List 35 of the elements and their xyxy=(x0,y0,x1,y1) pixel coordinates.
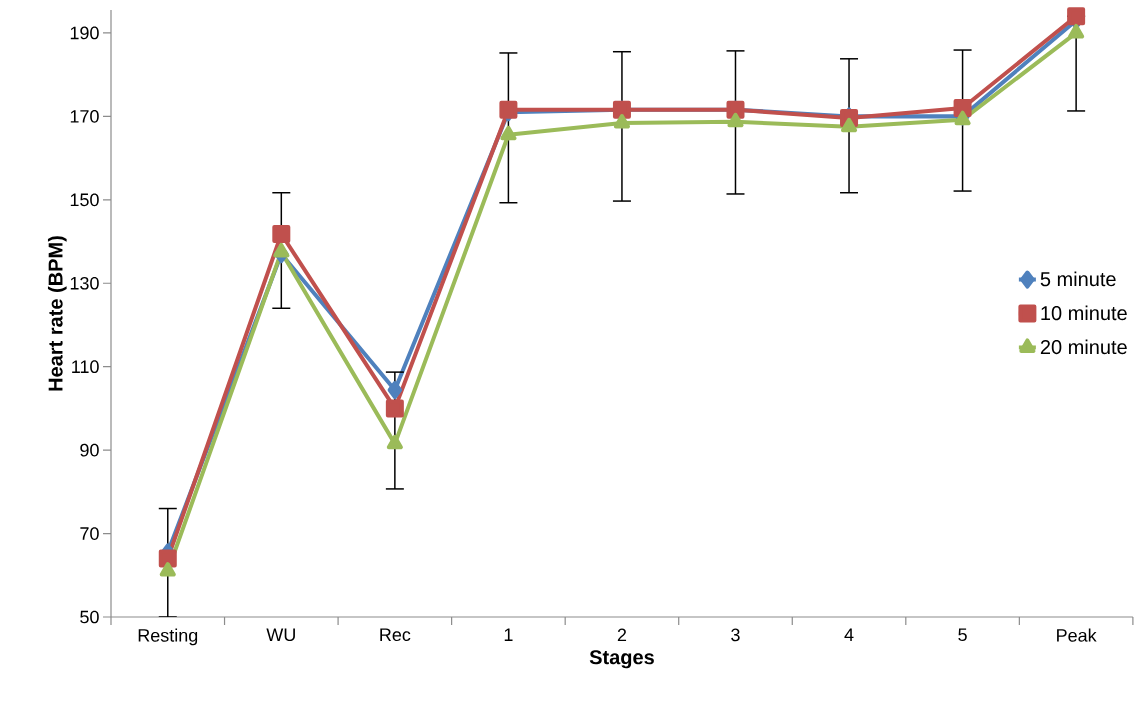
y-tick-label: 90 xyxy=(80,443,99,457)
point xyxy=(1067,7,1086,26)
point xyxy=(727,112,744,128)
legend-label: 5 minute xyxy=(1040,271,1116,287)
point xyxy=(1068,23,1085,39)
point xyxy=(272,225,291,244)
y-tick-label: 150 xyxy=(70,193,99,207)
point xyxy=(386,434,403,450)
legend-label: 10 minute xyxy=(1041,305,1127,321)
point xyxy=(387,381,403,400)
x-tick-label: 5 xyxy=(958,628,967,642)
x-tick-label: Resting xyxy=(138,628,198,646)
y-tick-label: 170 xyxy=(70,110,99,123)
x-tick-label: 4 xyxy=(844,628,854,641)
legend-label: 20 minute xyxy=(1040,339,1127,355)
point xyxy=(385,399,404,418)
x-tick-label: Rec xyxy=(380,628,411,642)
point xyxy=(840,117,858,133)
y-tick-label: 70 xyxy=(80,527,99,540)
x-tick-label: 1 xyxy=(504,628,513,641)
point xyxy=(158,549,177,568)
point xyxy=(500,125,517,141)
point xyxy=(273,242,290,258)
y-tick-label: 110 xyxy=(72,360,99,374)
y-axis-title: Heart rate (BPM) xyxy=(47,236,67,391)
point xyxy=(613,114,631,129)
x-tick-label: Peak xyxy=(1057,628,1097,642)
point xyxy=(159,562,176,577)
x-tick-label: 2 xyxy=(617,628,627,642)
y-tick-label: 190 xyxy=(70,26,99,40)
x-tick-label: 3 xyxy=(731,628,740,642)
x-tick-label: WU xyxy=(266,628,295,642)
y-tick-label: 130 xyxy=(70,276,99,290)
x-axis-title: Stages xyxy=(589,650,654,669)
y-tick-label: 50 xyxy=(80,610,99,624)
